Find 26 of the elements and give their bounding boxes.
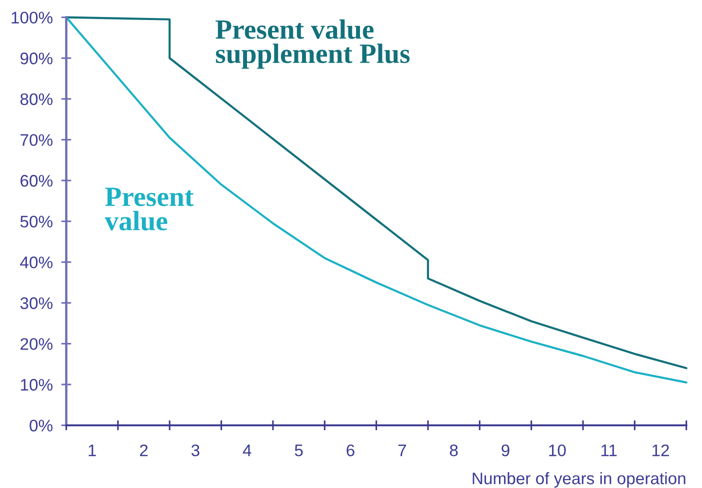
series-label: Present value [104,188,194,230]
x-axis-title: Number of years in operation [472,472,686,488]
y-tick-label: 30% [20,297,52,310]
y-tick-label: 80% [20,93,52,106]
y-tick-label: 70% [20,134,52,146]
y-tick-label: 10% [20,378,52,391]
series-label: Present value supplement Plus [216,19,410,69]
x-tick-label: 2 [140,444,148,456]
y-tick-label: 60% [20,174,52,187]
x-tick-label: 6 [346,444,354,456]
x-tick-label: 7 [398,444,406,456]
x-tick-label: 4 [242,444,252,456]
x-tick-label: 5 [294,444,303,456]
x-tick-label: 11 [601,444,617,456]
y-tick-label: 90% [20,52,52,64]
x-tick-label: 3 [191,444,200,456]
x-tick-label: 1 [88,444,96,456]
x-tick-label: 8 [450,444,458,456]
y-tick-label: 40% [20,256,52,268]
y-tick-label: 0% [30,420,52,432]
x-tick-label: 12 [652,444,669,456]
y-tick-label: 50% [20,216,52,228]
y-tick-label: 100% [12,12,52,24]
x-tick-label: 10 [549,444,566,456]
y-tick-label: 20% [20,338,52,350]
x-tick-label: 9 [502,444,510,456]
